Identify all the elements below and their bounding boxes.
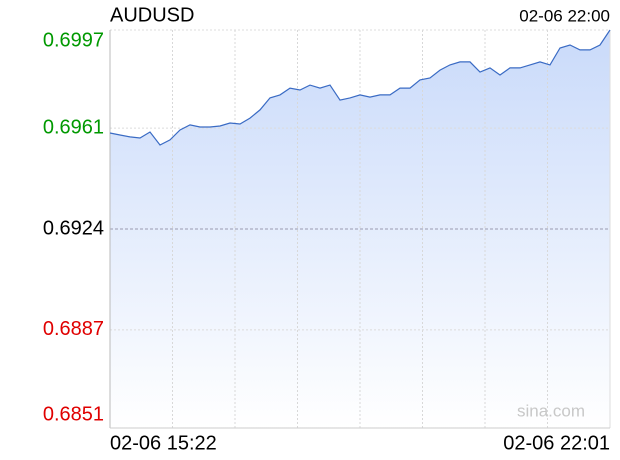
chart-title: AUDUSD [110,4,194,26]
y-tick-label: 0.6851 [43,403,104,425]
y-tick-label: 0.6924 [43,217,104,239]
watermark: sina.com [517,401,585,420]
y-tick-label: 0.6961 [43,116,104,138]
y-tick-label: 0.6997 [43,29,104,51]
y-tick-label: 0.6887 [43,318,104,340]
timestamp: 02-06 22:00 [519,6,610,25]
line [109,29,611,146]
x-tick-label: 02-06 15:22 [110,432,217,454]
x-tick-label: 02-06 22:01 [503,432,610,454]
